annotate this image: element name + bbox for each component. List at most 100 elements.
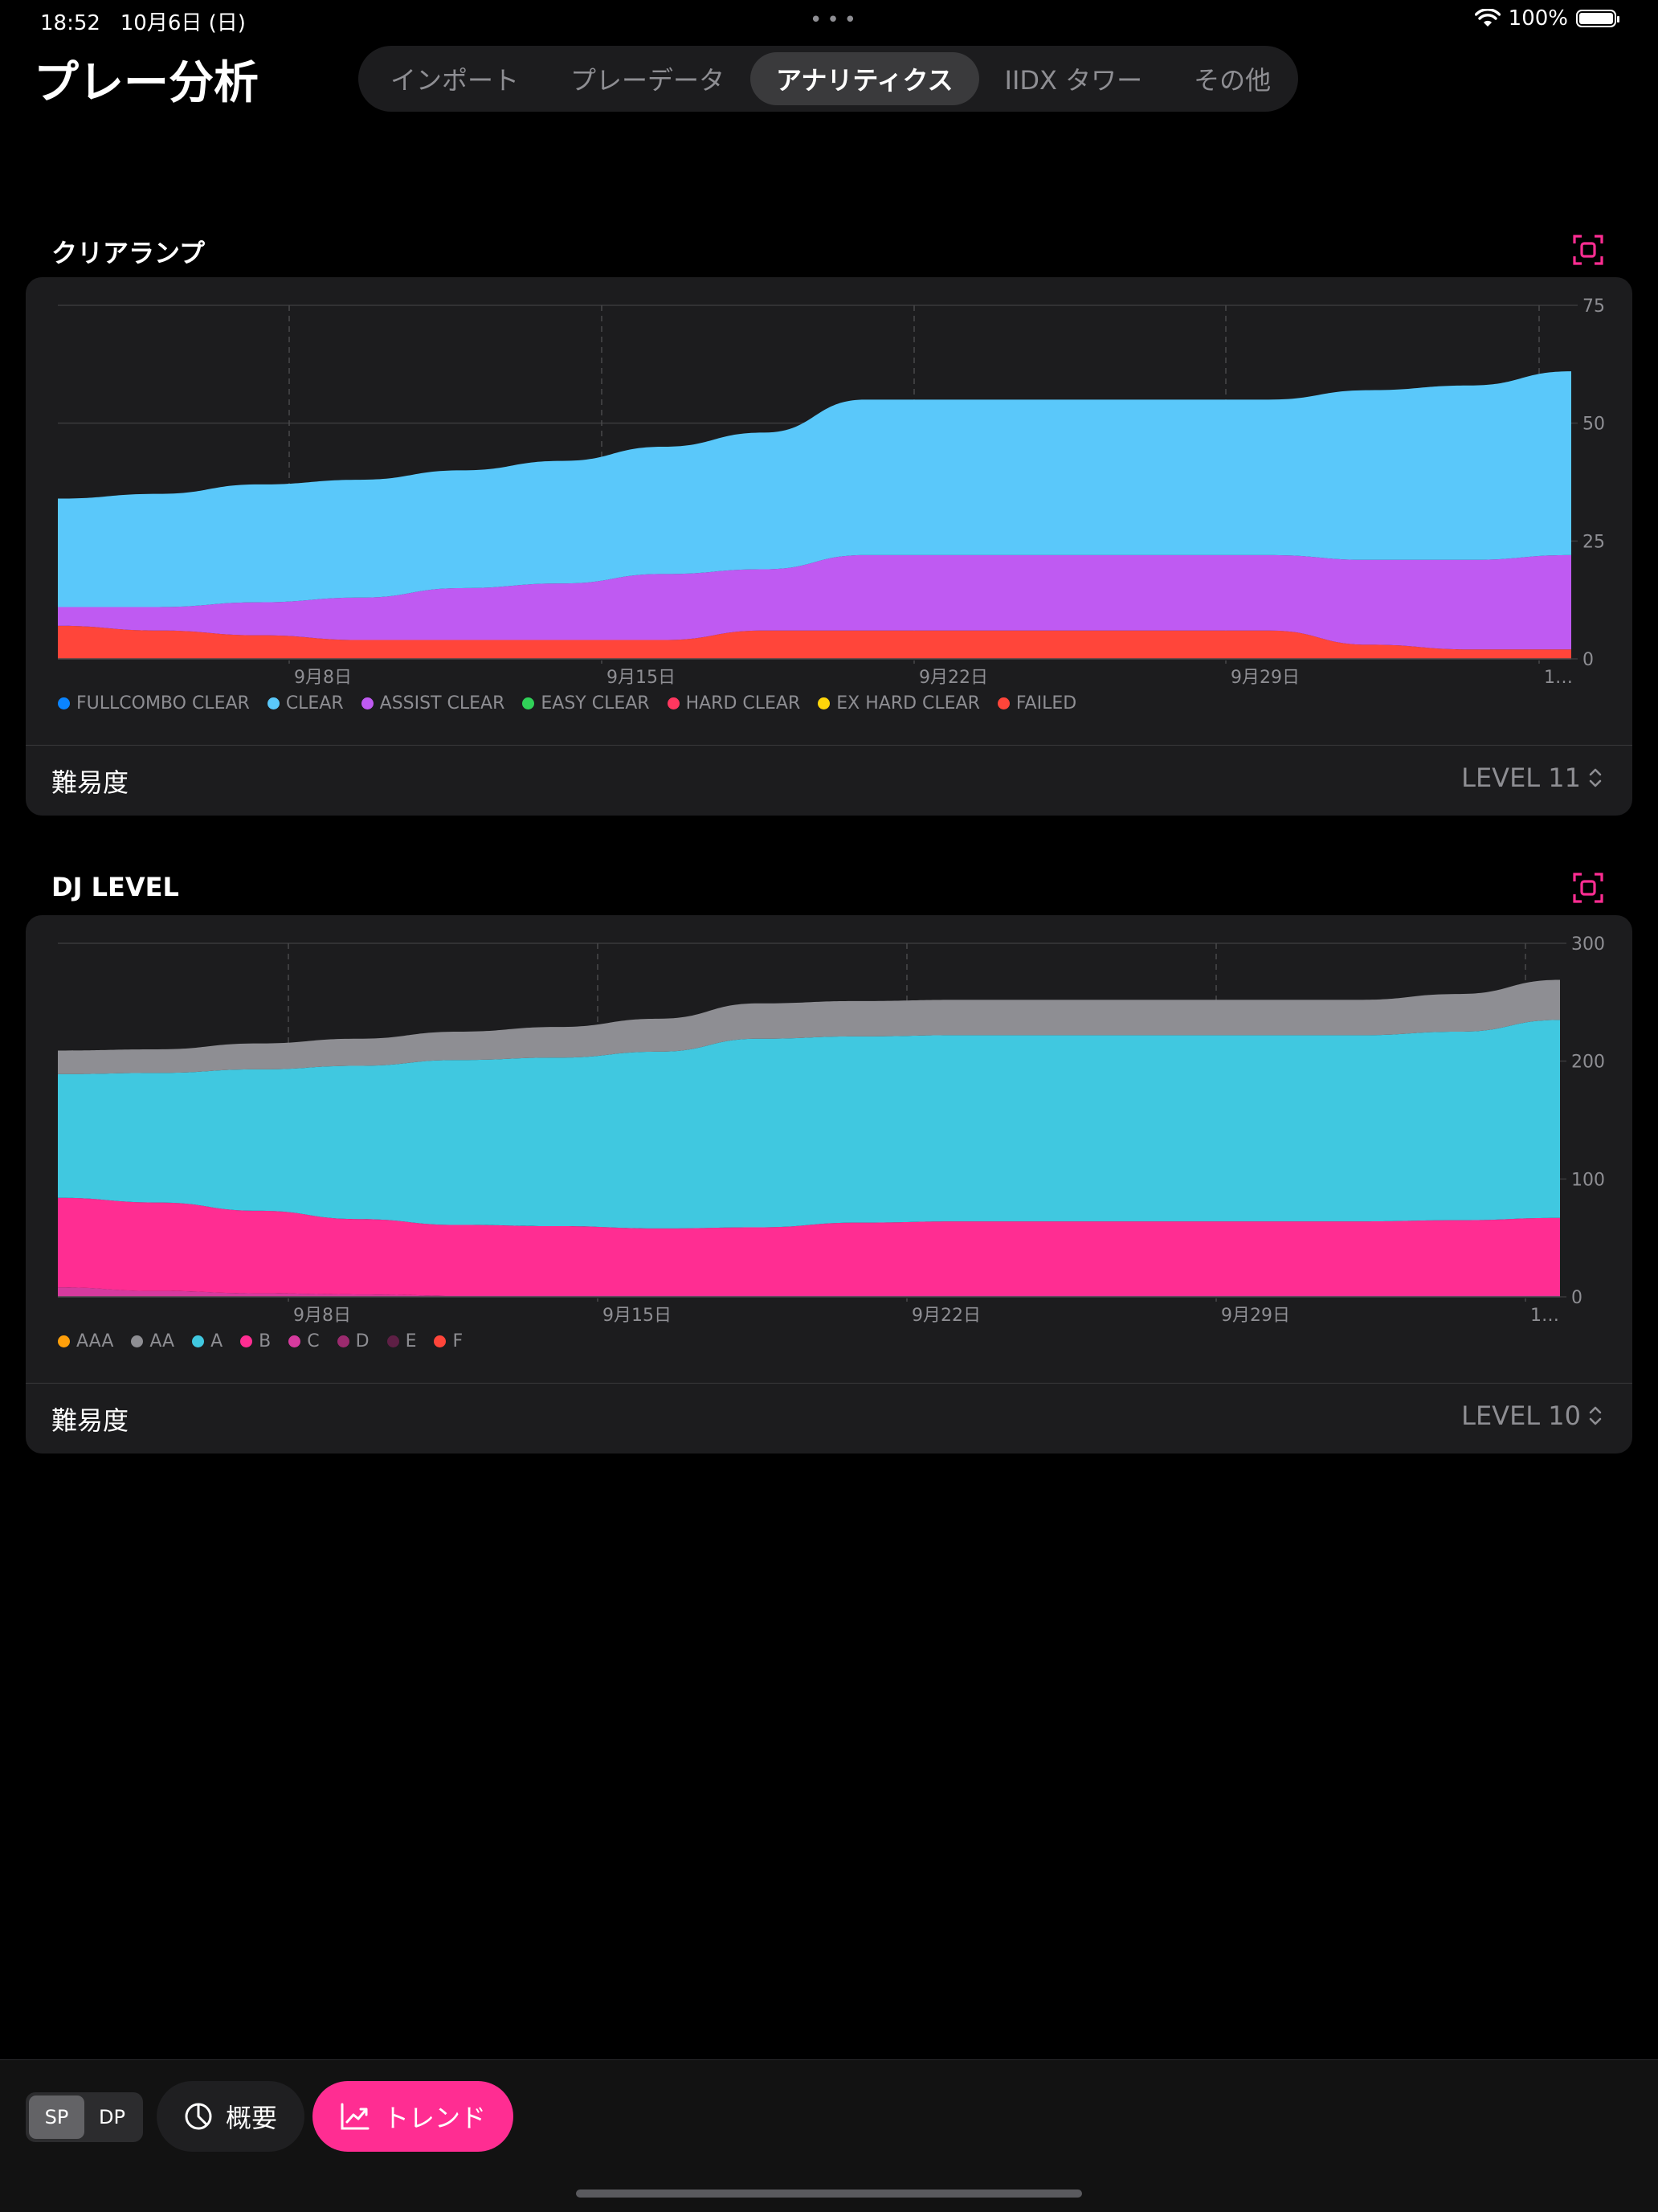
legend-dot [361, 697, 374, 709]
legend-label: FAILED [1015, 693, 1077, 713]
trend-button[interactable]: トレンド [312, 2081, 514, 2152]
trend-label: トレンド [383, 2103, 487, 2133]
x-tick-label: 9月15日 [606, 668, 676, 688]
sp-dp-toggle: SP DP [26, 2092, 143, 2142]
chevron-up-down-icon [1589, 768, 1602, 787]
legend-label: E [405, 1331, 417, 1351]
legend-item: E [386, 1331, 417, 1351]
area-series-a [58, 1020, 1560, 1229]
legend-label: FULLCOMBO CLEAR [76, 693, 250, 713]
y-tick-label: 300 [1571, 934, 1605, 955]
tab-iidx-tower[interactable]: IIDX タワー [1004, 65, 1143, 96]
y-tick-label: 0 [1571, 1288, 1582, 1308]
area-series-aa [58, 979, 1560, 1074]
legend-item: EX HARD CLEAR [818, 693, 980, 713]
tab-other[interactable]: その他 [1194, 65, 1272, 96]
legend-item: B [240, 1331, 271, 1351]
segmented-tab-bar: インポート プレーデータ アナリティクス IIDX タワー その他 [358, 46, 1298, 112]
x-tick-label: 9月29日 [1231, 668, 1300, 688]
legend-item: AA [131, 1331, 174, 1351]
legend-label: D [355, 1331, 370, 1351]
y-tick-label: 100 [1571, 1170, 1605, 1190]
overview-label: 概要 [226, 2103, 278, 2133]
trend-chart-icon [341, 2103, 370, 2130]
tab-play-data[interactable]: プレーデータ [570, 65, 725, 96]
legend-item: C [288, 1331, 320, 1351]
difficulty-picker[interactable]: LEVEL 10 [1461, 1400, 1603, 1431]
difficulty-value: LEVEL 11 [1461, 763, 1581, 793]
x-tick-label: 9月29日 [1221, 1306, 1290, 1326]
legend-label: C [307, 1331, 320, 1351]
legend-label: B [259, 1331, 272, 1351]
divider [26, 1383, 1632, 1384]
legend-label: EASY CLEAR [541, 693, 650, 713]
pie-chart-icon [185, 2103, 212, 2130]
y-tick-label: 25 [1582, 532, 1605, 552]
area-series-assist-clear [58, 554, 1571, 650]
legend-dot [337, 1335, 349, 1347]
legend-dot [192, 1335, 205, 1347]
difficulty-value: LEVEL 10 [1461, 1400, 1581, 1431]
legend-item: F [434, 1331, 463, 1351]
tab-import[interactable]: インポート [390, 65, 520, 96]
status-right: 100% [1474, 6, 1619, 31]
legend-item: CLEAR [267, 693, 344, 713]
legend-dot [522, 697, 535, 709]
legend-dot [667, 697, 680, 709]
chevron-up-down-icon [1589, 1406, 1602, 1425]
legend-dot [434, 1335, 447, 1347]
difficulty-picker[interactable]: LEVEL 11 [1461, 763, 1603, 793]
legend-dot [818, 697, 831, 709]
legend-item: ASSIST CLEAR [361, 693, 505, 713]
battery-icon [1576, 10, 1619, 27]
dp-button[interactable]: DP [99, 2106, 125, 2128]
difficulty-label: 難易度 [51, 1405, 129, 1436]
divider [26, 745, 1632, 746]
sp-button[interactable]: SP [29, 2095, 84, 2139]
multitasking-dots-icon[interactable]: ••• [810, 8, 862, 32]
clear-lamp-title: クリアランプ [51, 238, 206, 268]
x-tick-label: 9月8日 [294, 668, 352, 688]
legend-dot [386, 1335, 399, 1347]
y-tick-label: 50 [1582, 415, 1605, 435]
dj-level-legend: AAA AA A B C D E F [58, 1331, 463, 1351]
legend-label: ASSIST CLEAR [379, 693, 505, 713]
legend-dot [58, 697, 70, 709]
difficulty-label: 難易度 [51, 767, 129, 798]
status-time: 18:52 10月6日 (日) [40, 11, 246, 35]
legend-label: HARD CLEAR [685, 693, 801, 713]
x-tick-label: 9月22日 [919, 668, 988, 688]
legend-dot [267, 697, 280, 709]
legend-item: HARD CLEAR [667, 693, 801, 713]
y-tick-label: 0 [1582, 650, 1594, 670]
dj-level-card: 0 100 200 300 9月8日 9月15日 9月22日 9月29日 1… AAA AA A B C… [26, 915, 1632, 1454]
x-tick-label: 9月8日 [293, 1306, 351, 1326]
tab-analytics[interactable]: アナリティクス [750, 52, 979, 105]
legend-dot [997, 697, 1010, 709]
clear-lamp-legend: FULLCOMBO CLEAR CLEAR ASSIST CLEAR EASY CLE… [58, 693, 1076, 713]
clear-lamp-card: 0 25 50 75 9月8日 9月15日 9月22日 9月29日 1… FULLCOMBO C… [26, 277, 1632, 816]
legend-label: A [210, 1331, 223, 1351]
legend-label: CLEAR [285, 693, 344, 713]
legend-item: FULLCOMBO CLEAR [58, 693, 250, 713]
battery-percent: 100% [1508, 6, 1568, 31]
y-tick-label: 200 [1571, 1053, 1605, 1073]
expand-icon[interactable] [1573, 873, 1603, 903]
expand-icon[interactable] [1573, 235, 1603, 265]
legend-dot [131, 1335, 144, 1347]
legend-label: EX HARD CLEAR [836, 693, 980, 713]
legend-label: AAA [76, 1331, 114, 1351]
page-title: プレー分析 [34, 57, 259, 109]
x-tick-label: 9月22日 [912, 1306, 981, 1326]
legend-label: F [452, 1331, 464, 1351]
overview-button[interactable]: 概要 [157, 2081, 305, 2152]
clear-lamp-chart: 0 25 50 75 9月8日 9月15日 9月22日 9月29日 1… [58, 296, 1605, 688]
legend-dot [288, 1335, 301, 1347]
area-series-clear [58, 371, 1571, 607]
dj-level-title: DJ LEVEL [51, 872, 179, 902]
x-tick-label: 9月15日 [602, 1306, 672, 1326]
legend-label: AA [149, 1331, 175, 1351]
area-series-c [58, 1287, 1560, 1297]
y-tick-label: 75 [1582, 296, 1605, 317]
legend-dot [240, 1335, 253, 1347]
